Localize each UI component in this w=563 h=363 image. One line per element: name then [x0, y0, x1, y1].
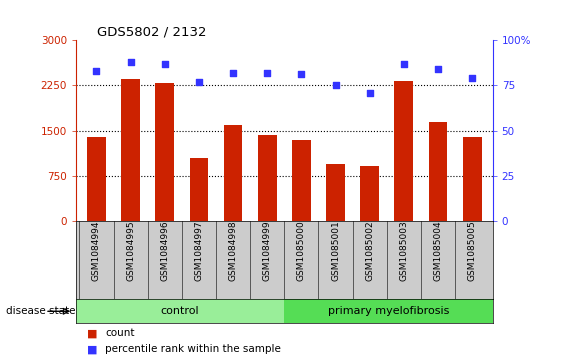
Text: GDS5802 / 2132: GDS5802 / 2132 [97, 26, 206, 39]
Bar [326, 164, 345, 221]
Text: ■: ■ [87, 328, 98, 338]
Point [434, 66, 443, 72]
Text: primary myelofibrosis: primary myelofibrosis [328, 306, 449, 316]
Bar [155, 83, 174, 221]
Point [263, 70, 272, 76]
Bar [428, 122, 448, 221]
Text: count: count [105, 328, 135, 338]
Point [126, 59, 135, 65]
Text: disease state: disease state [6, 306, 75, 316]
Point [194, 79, 203, 85]
Point [92, 68, 101, 74]
Text: ■: ■ [87, 344, 98, 354]
Text: control: control [161, 306, 199, 316]
Bar [121, 79, 140, 221]
Point [365, 90, 374, 95]
Bar [190, 158, 208, 221]
Bar [395, 81, 413, 221]
Text: percentile rank within the sample: percentile rank within the sample [105, 344, 281, 354]
Bar [87, 137, 106, 221]
Bar [292, 140, 311, 221]
Point [399, 61, 408, 66]
Bar [224, 125, 243, 221]
Point [297, 72, 306, 77]
Point [331, 82, 340, 88]
Bar [284, 299, 493, 323]
Bar [360, 166, 379, 221]
Point [160, 61, 169, 66]
Bar [76, 299, 284, 323]
Point [468, 75, 477, 81]
Point [229, 70, 238, 76]
Bar [463, 137, 481, 221]
Bar [258, 135, 276, 221]
